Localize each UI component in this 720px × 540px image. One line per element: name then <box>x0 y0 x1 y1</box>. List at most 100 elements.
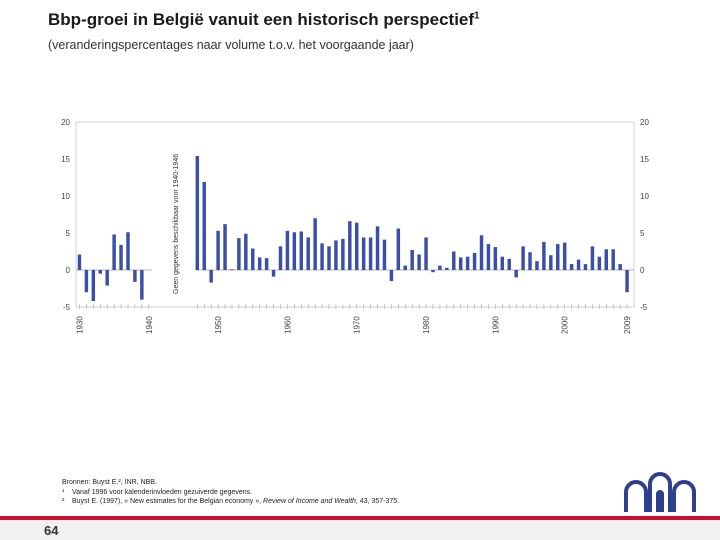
bar <box>126 232 130 270</box>
bar <box>514 270 518 278</box>
bar <box>84 270 89 293</box>
bar <box>403 265 407 270</box>
y-tick-label-left: 0 <box>66 266 71 275</box>
bar <box>625 270 629 293</box>
bar <box>445 267 449 270</box>
bar <box>368 237 373 270</box>
bar <box>452 251 456 270</box>
bar <box>119 244 123 270</box>
bar <box>389 270 394 282</box>
bar <box>105 270 109 286</box>
bar <box>209 270 213 283</box>
bar <box>576 259 581 270</box>
bar <box>618 264 622 270</box>
bar <box>458 257 463 270</box>
y-tick-label-left: -5 <box>63 303 71 312</box>
bar <box>375 226 380 270</box>
x-tick-label: 1990 <box>491 316 500 334</box>
bar <box>237 238 241 270</box>
x-tick-label: 2009 <box>623 316 632 334</box>
bar <box>396 228 401 270</box>
bar <box>382 239 387 270</box>
bar <box>424 237 428 270</box>
x-tick-label: 1980 <box>422 316 431 334</box>
y-tick-label-left: 15 <box>61 155 70 164</box>
y-tick-label-right: 0 <box>640 266 645 275</box>
plot-area <box>75 121 635 308</box>
bar <box>334 240 338 270</box>
x-tick-label: 1930 <box>75 316 84 334</box>
page-title: Bbp-groei in België vanuit een historisc… <box>48 10 480 29</box>
nbb-logo-icon <box>624 472 696 512</box>
bar <box>528 252 532 270</box>
y-tick-label-right: 15 <box>640 155 649 164</box>
bar <box>569 264 574 270</box>
bar <box>361 237 366 270</box>
bar <box>542 241 546 270</box>
bar <box>299 231 304 270</box>
bar <box>223 224 227 270</box>
bar <box>348 221 352 270</box>
bar <box>438 265 442 270</box>
footnote-2: ² Buyst E. (1997), « New estimates for th… <box>62 498 400 505</box>
bar <box>91 270 96 302</box>
bar <box>410 250 414 270</box>
bar <box>313 218 317 270</box>
y-tick-label-left: 10 <box>61 192 70 201</box>
bar <box>327 246 331 270</box>
bar <box>500 256 505 270</box>
title-footnote-mark: 1 <box>474 10 480 22</box>
bar <box>292 232 297 270</box>
bar <box>521 246 525 270</box>
bar <box>597 256 602 270</box>
footer-strip <box>0 520 720 540</box>
bar <box>355 222 359 270</box>
bar <box>493 247 498 270</box>
bar <box>479 235 484 270</box>
bar <box>320 243 324 270</box>
y-tick-label-right: 20 <box>640 118 649 127</box>
bar <box>472 252 477 270</box>
bar <box>202 181 206 270</box>
footnote-1: ¹ Vanaf 1996 voor kalenderinvloeden gezui… <box>62 488 253 496</box>
bar <box>556 244 560 270</box>
bar <box>285 230 290 270</box>
x-tick-label: 2000 <box>561 316 570 334</box>
bar <box>507 258 511 270</box>
bar <box>431 270 435 273</box>
bar <box>230 269 234 271</box>
bar <box>562 242 567 270</box>
bar <box>112 234 116 270</box>
y-tick-label-right: 10 <box>640 192 649 201</box>
sources-line: Bronnen: Buyst E.², INR, NBB. <box>62 479 157 486</box>
bar <box>417 254 421 270</box>
page-number: 64 <box>44 523 59 538</box>
x-tick-label: 1970 <box>353 316 362 334</box>
bar <box>486 244 491 270</box>
gap-label: Geen gegevens beschikbaar voor 1940-1946 <box>173 154 180 294</box>
x-tick-label: 1940 <box>145 316 154 334</box>
y-tick-label-right: 5 <box>640 229 645 238</box>
bar <box>140 270 144 300</box>
bar <box>611 249 615 270</box>
bar <box>583 264 588 270</box>
bar <box>341 238 345 270</box>
x-tick-label: 1950 <box>214 316 223 334</box>
bar <box>216 230 220 270</box>
bar <box>133 270 137 282</box>
bar <box>257 257 262 270</box>
bar <box>77 254 82 270</box>
bar <box>549 255 553 270</box>
bar <box>195 156 200 270</box>
bar <box>264 258 269 270</box>
page-subtitle: (veranderingspercentages naar volume t.o… <box>48 38 414 52</box>
bar <box>306 237 310 270</box>
bar <box>251 248 255 270</box>
bar <box>244 233 248 270</box>
bar <box>604 249 609 270</box>
accent-bar <box>0 516 720 520</box>
y-tick-label-right: -5 <box>640 303 648 312</box>
bar <box>98 270 102 274</box>
y-tick-label-left: 20 <box>61 118 70 127</box>
